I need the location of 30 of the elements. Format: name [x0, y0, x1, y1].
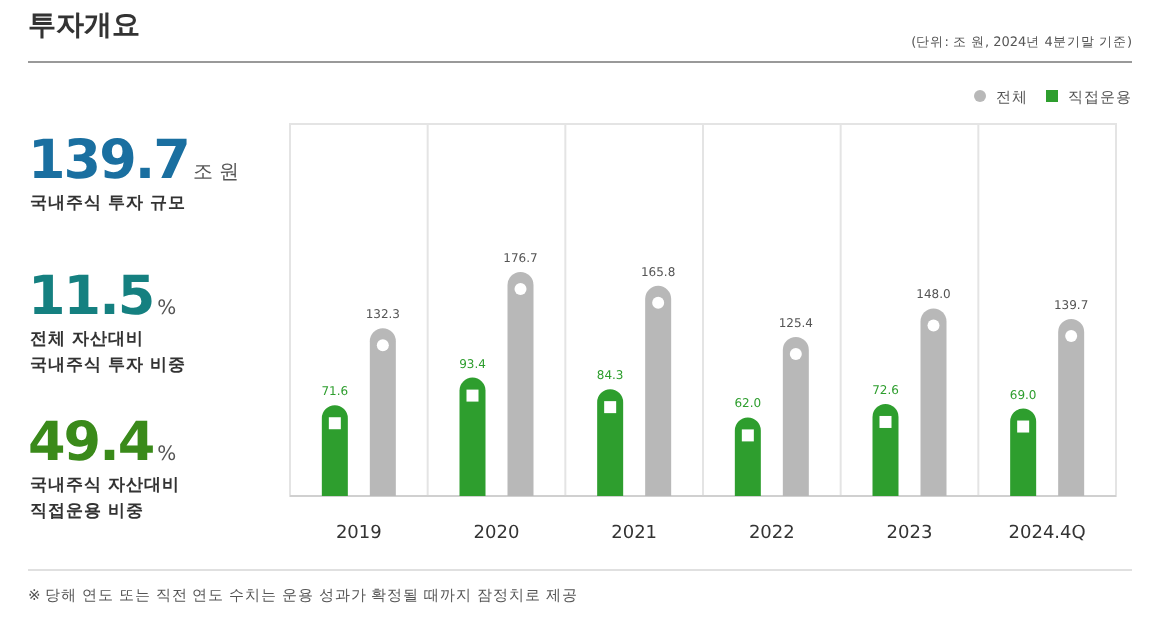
bar	[734, 417, 761, 496]
bar	[507, 272, 534, 496]
bar	[872, 403, 899, 496]
bar	[369, 328, 396, 496]
text: 국내주식 자산대비	[30, 476, 180, 496]
x-tick-label: 2021	[611, 524, 658, 544]
x-tick-label: 2022	[748, 524, 795, 544]
x-tick-label: 2019	[335, 524, 383, 544]
x-tick-label: 2024.4Q	[1008, 524, 1086, 544]
bar	[920, 308, 947, 496]
text: 전체 자산대비	[30, 330, 144, 350]
bar	[645, 285, 672, 496]
text: 139.7	[28, 130, 189, 192]
text: 국내주식 투자 비중	[30, 356, 186, 376]
bar	[782, 337, 809, 496]
text: 직접운용 비중	[30, 502, 144, 522]
text: 조 원	[192, 162, 240, 184]
text: %	[157, 298, 177, 320]
bar	[459, 377, 486, 496]
bar	[597, 389, 624, 496]
bar	[321, 405, 348, 496]
text: 투자개요	[28, 10, 140, 42]
x-tick-label: 2020	[473, 524, 520, 544]
bar	[1058, 318, 1085, 496]
bar	[1010, 408, 1037, 496]
text: 11.5	[28, 266, 154, 328]
text: %	[157, 444, 177, 466]
text: 49.4	[28, 412, 154, 474]
x-tick-label: 2023	[886, 524, 933, 544]
text: 국내주식 투자 규모	[30, 194, 186, 214]
